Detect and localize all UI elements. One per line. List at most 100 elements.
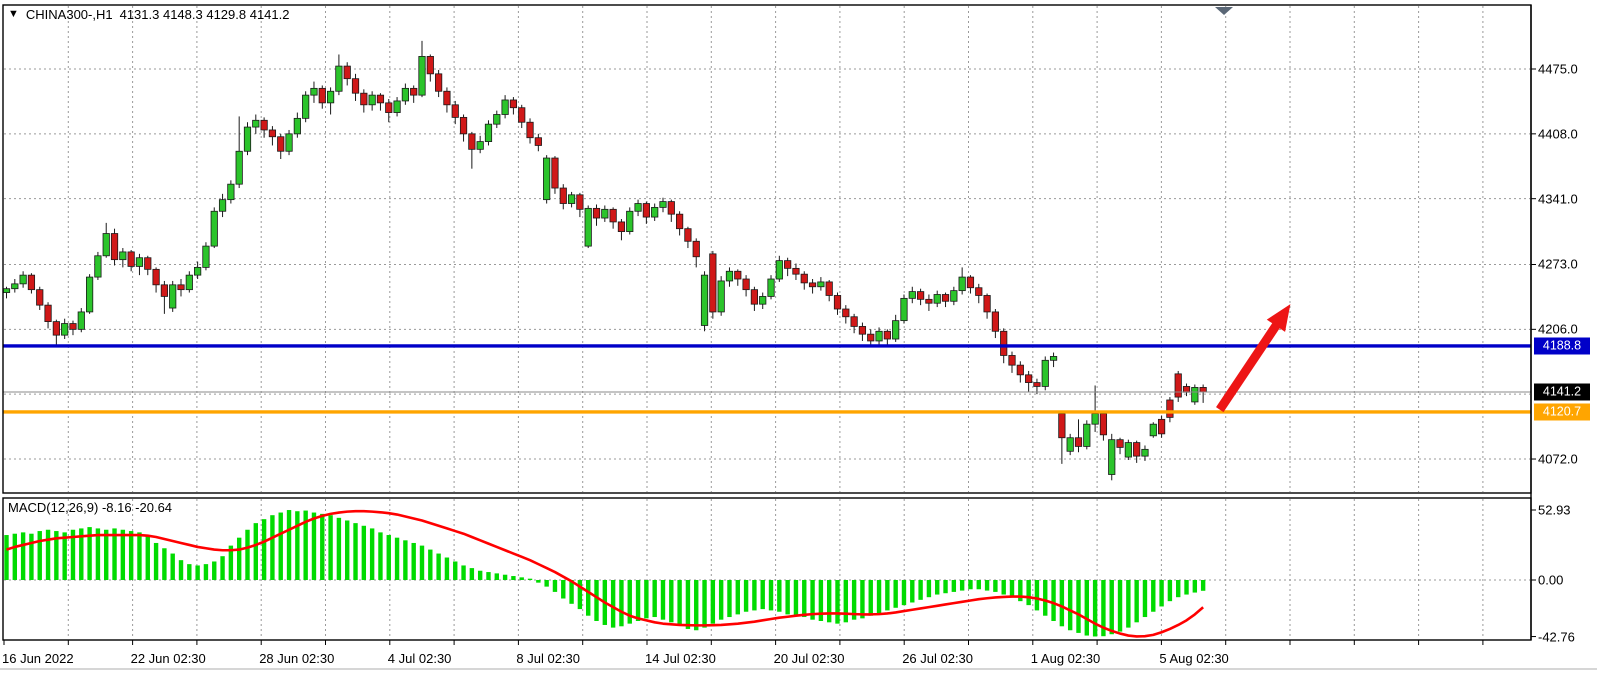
macd-bar: [569, 580, 574, 604]
macd-bar: [203, 564, 209, 580]
macd-bar: [1001, 580, 1006, 595]
macd-bar: [286, 510, 292, 580]
time-tick-label: 5 Aug 02:30: [1159, 651, 1229, 666]
macd-bar: [187, 564, 192, 580]
macd-bar: [195, 565, 200, 580]
macd-bar: [328, 515, 333, 580]
candle-bullish: [210, 210, 218, 247]
macd-bar: [561, 580, 566, 599]
candle-bullish: [393, 100, 401, 113]
macd-bar: [295, 511, 300, 580]
time-tick-label: 16 Jun 2022: [2, 651, 74, 666]
macd-bar: [1076, 580, 1081, 633]
candle-bullish: [484, 123, 493, 142]
macd-bar: [436, 553, 441, 580]
candle-bullish: [94, 255, 102, 278]
time-tick-label: 14 Jul 02:30: [645, 651, 716, 666]
trend-arrow-shaft: [1216, 318, 1284, 413]
macd-bar: [1142, 580, 1148, 618]
candle-bearish: [360, 92, 368, 106]
macd-bar: [760, 580, 765, 610]
macd-bar: [527, 578, 533, 580]
macd-bar: [826, 580, 832, 623]
macd-bar: [793, 580, 799, 616]
candle-bearish: [52, 321, 60, 336]
candle-bearish: [1074, 437, 1083, 447]
candle-bearish: [526, 121, 534, 139]
collapse-triangle-icon[interactable]: ▼: [8, 8, 19, 20]
candle-bearish: [385, 102, 393, 113]
macd-bar: [577, 580, 583, 610]
macd-bar: [1151, 580, 1156, 612]
candle-bullish: [310, 87, 318, 96]
macd-bar: [245, 529, 250, 580]
candle-bullish: [1108, 439, 1116, 475]
candle-bullish: [759, 296, 767, 305]
macd-histogram: [4, 510, 1206, 637]
macd-bar: [1184, 580, 1189, 595]
candle-bullish: [958, 276, 966, 292]
macd-bar: [669, 580, 674, 623]
candle-bullish: [567, 194, 576, 204]
macd-bar: [37, 531, 42, 580]
candle-bullish: [933, 294, 941, 304]
candle-bullish: [202, 245, 210, 268]
candle-bullish: [227, 183, 235, 201]
macd-bar: [394, 537, 400, 580]
trend-arrow-head: [1266, 304, 1291, 332]
candle-bearish: [1133, 442, 1141, 457]
candle-bullish: [169, 284, 177, 309]
candle-bearish: [27, 274, 36, 291]
macd-bar: [1067, 580, 1073, 631]
candle-bullish: [218, 199, 227, 212]
candle-bullish: [717, 280, 725, 313]
candle-bearish: [609, 208, 617, 223]
macd-bar: [62, 532, 67, 580]
candle-bearish: [318, 87, 326, 104]
macd-bar: [935, 580, 940, 595]
macd-bar: [777, 580, 782, 612]
candle-bearish: [1058, 413, 1066, 439]
candle-bearish: [750, 289, 759, 305]
candle-bearish: [44, 304, 52, 322]
candle-bearish: [592, 207, 601, 219]
macd-bar: [162, 548, 167, 580]
chart-shift-marker-icon[interactable]: [1215, 7, 1233, 15]
candle-bearish: [443, 90, 451, 106]
macd-bar: [220, 556, 225, 580]
macd-bar: [345, 520, 350, 580]
candle-bearish: [983, 295, 991, 313]
time-tick-label: 28 Jun 02:30: [259, 651, 335, 666]
candle-bearish: [277, 136, 285, 152]
candle-bearish: [667, 201, 675, 215]
candle-bearish: [684, 228, 692, 242]
candle-bearish: [1025, 374, 1033, 383]
candle-bullish: [1124, 442, 1132, 458]
candle-bearish: [518, 107, 526, 123]
macd-bar: [1009, 580, 1015, 598]
candle-bearish: [451, 104, 459, 118]
quote-ohlc-label: 4131.3 4148.3 4129.8 4141.2: [119, 7, 290, 22]
candle-bullish: [401, 87, 409, 102]
candle-bearish: [426, 56, 434, 75]
time-tick-label: 20 Jul 02:30: [773, 651, 845, 666]
candle-bearish: [784, 260, 792, 269]
macd-bar: [1159, 580, 1164, 607]
macd-bar: [727, 580, 732, 618]
macd-bar: [976, 580, 981, 590]
candle-bullish: [775, 260, 783, 280]
macd-bar: [79, 528, 84, 580]
candle-bullish: [1066, 437, 1074, 452]
time-tick-label: 1 Aug 02:30: [1030, 651, 1101, 666]
candle-bearish: [1033, 382, 1041, 387]
candle-bullish: [700, 274, 709, 326]
macd-bar: [785, 580, 790, 615]
candle-bearish: [692, 240, 700, 258]
macd-bar: [253, 523, 258, 580]
candle-bearish: [351, 78, 360, 94]
macd-bar: [1134, 580, 1139, 623]
macd-bar: [893, 580, 898, 608]
macd-bar: [677, 580, 682, 625]
candle-bullish: [418, 56, 426, 96]
